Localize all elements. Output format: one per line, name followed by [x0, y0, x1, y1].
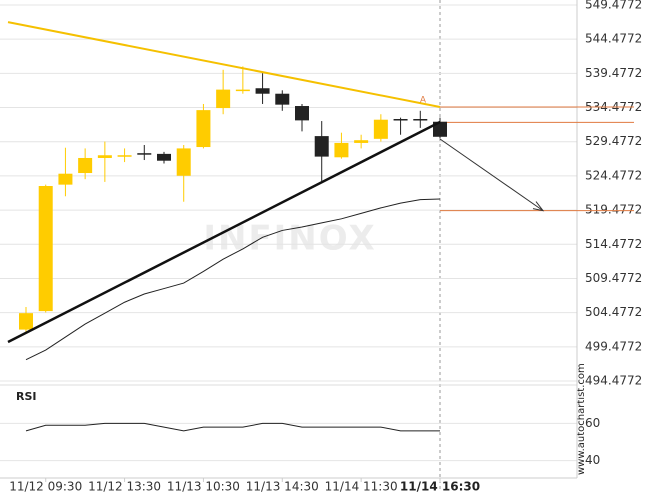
y-tick-label: 509.4772	[585, 271, 642, 285]
x-tick-label: 11/13 10:30	[167, 480, 240, 494]
candle-body	[314, 136, 329, 157]
candle-body	[255, 88, 270, 94]
candle-body	[117, 155, 132, 157]
candle-body	[334, 142, 349, 158]
candle-body	[413, 119, 428, 121]
watermark: INFINOX	[203, 219, 376, 259]
y-tick-label: 504.4772	[585, 305, 642, 319]
candle-body	[235, 89, 250, 92]
candle-body	[176, 148, 191, 176]
source: www.autochartist.com	[576, 363, 587, 475]
candle-body	[78, 157, 93, 174]
y-tick-label: 529.4772	[585, 134, 642, 148]
support-line	[7, 120, 441, 344]
rsi-tick-label: 40	[585, 453, 600, 467]
candle-body	[58, 173, 73, 185]
y-tick-label: 494.4772	[585, 374, 642, 388]
moving-average	[25, 198, 441, 361]
x-tick-label: 11/14 11:30	[325, 480, 398, 494]
candle-body	[196, 110, 211, 148]
arrow-head	[532, 201, 545, 212]
candle-body	[393, 119, 408, 121]
y-tick-label: 514.4772	[585, 237, 642, 251]
y-tick-label: 539.4772	[585, 66, 642, 80]
candle-body	[19, 313, 33, 330]
candle-body	[295, 106, 309, 121]
x-tick-label: 11/14 16:30	[400, 480, 480, 494]
pattern-label: A	[420, 96, 427, 106]
candle-body	[373, 119, 388, 139]
y-tick-label: 544.4772	[585, 32, 642, 46]
y-tick-label: 549.4772	[585, 0, 642, 12]
forecast-arrow	[439, 138, 544, 212]
y-tick-label: 524.4772	[585, 168, 642, 182]
candle-body	[354, 140, 369, 143]
candle-body	[97, 155, 112, 158]
rsi-line	[25, 422, 440, 432]
rsi-label: RSI	[16, 390, 37, 403]
y-tick-label: 499.4772	[585, 339, 642, 353]
x-tick-label: 11/12 13:30	[88, 480, 161, 494]
rsi-tick-label: 60	[585, 416, 600, 430]
resistance-line	[7, 21, 441, 108]
x-tick-label: 11/13 14:30	[246, 480, 319, 494]
candle-body	[216, 89, 231, 109]
candle-body	[38, 186, 53, 312]
candle-body	[275, 93, 290, 105]
x-tick-label: 11/12 09:30	[9, 480, 82, 494]
y-tick-label: 519.4772	[585, 203, 642, 217]
candle-body	[157, 153, 171, 161]
candle-body	[137, 153, 152, 155]
candle-body	[433, 121, 447, 137]
